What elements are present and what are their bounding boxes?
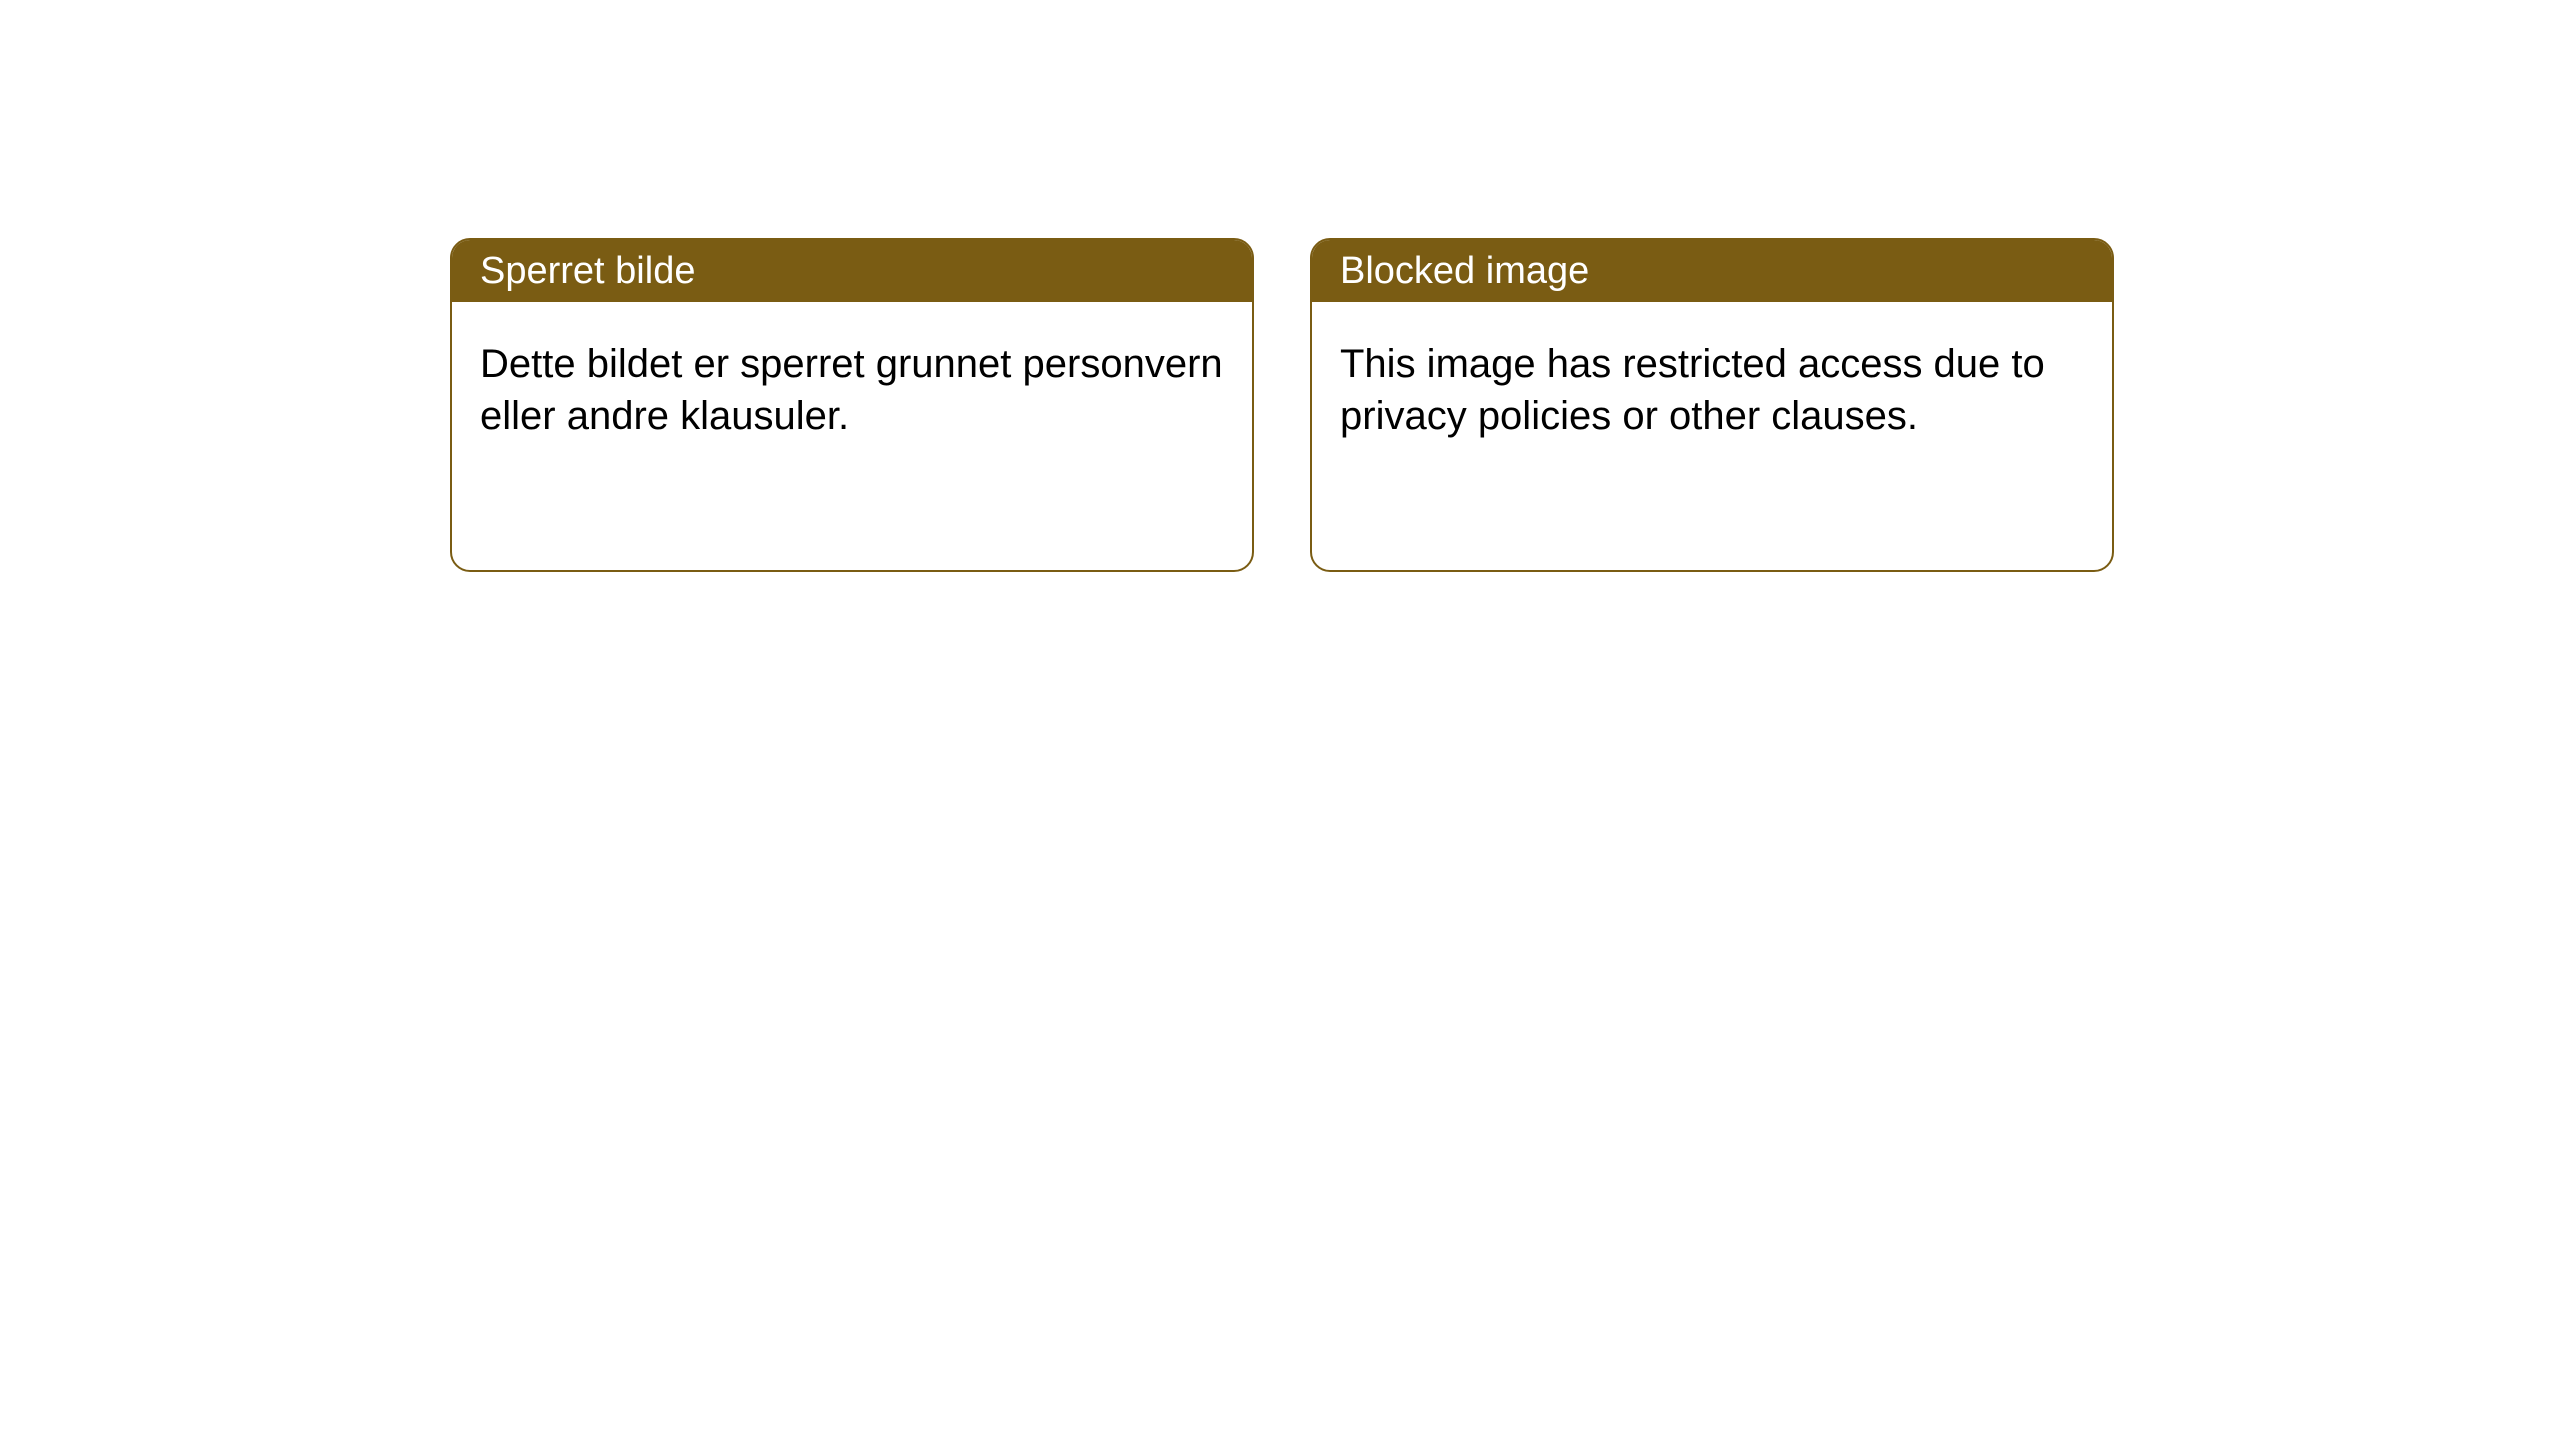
card-title: Sperret bilde xyxy=(480,250,695,293)
blocked-image-card-en: Blocked image This image has restricted … xyxy=(1310,238,2114,572)
card-title: Blocked image xyxy=(1340,250,1589,293)
card-header: Sperret bilde xyxy=(452,240,1252,302)
card-body: This image has restricted access due to … xyxy=(1312,302,2112,478)
card-body-text: This image has restricted access due to … xyxy=(1340,342,2045,438)
card-header: Blocked image xyxy=(1312,240,2112,302)
card-body-text: Dette bildet er sperret grunnet personve… xyxy=(480,342,1223,438)
blocked-image-card-no: Sperret bilde Dette bildet er sperret gr… xyxy=(450,238,1254,572)
blocked-image-cards: Sperret bilde Dette bildet er sperret gr… xyxy=(450,238,2114,572)
card-body: Dette bildet er sperret grunnet personve… xyxy=(452,302,1252,478)
